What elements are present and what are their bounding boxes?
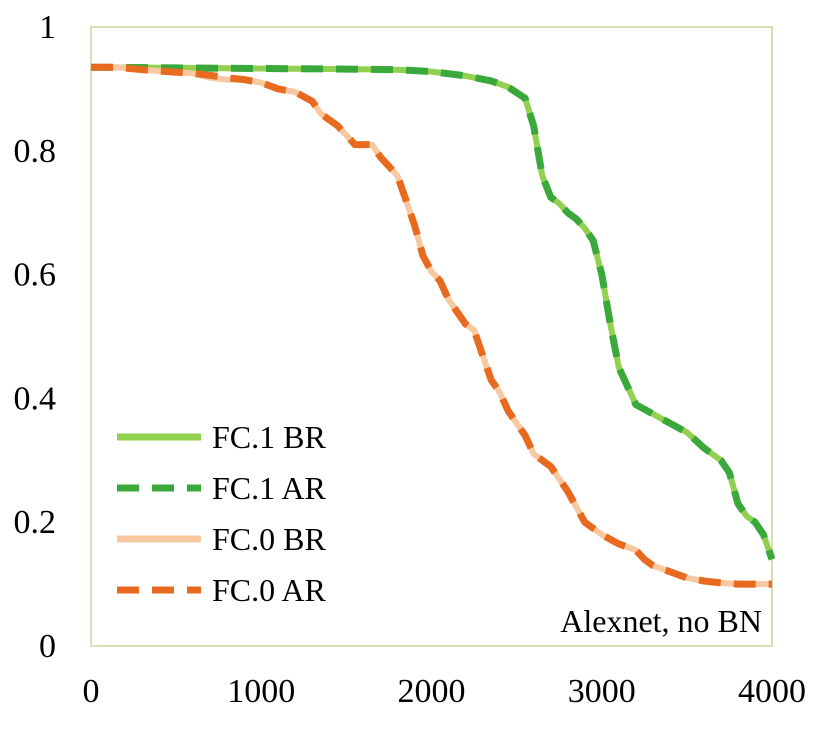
plot-area [90, 26, 773, 647]
legend-label: FC.0 BR [212, 521, 326, 557]
x-tick-label: 1000 [227, 673, 295, 710]
legend-label: FC.1 AR [212, 470, 326, 506]
legend-label: FC.0 AR [212, 572, 326, 608]
y-tick-label: 0.4 [14, 380, 57, 417]
x-axis-ticks: 0 1000 2000 3000 4000 [83, 673, 807, 710]
x-tick-label: 3000 [568, 673, 636, 710]
x-tick-label: 4000 [738, 673, 806, 710]
x-tick-label: 0 [83, 673, 100, 710]
series-line-fc-0-ar [91, 63, 772, 588]
x-tick-label: 2000 [398, 673, 466, 710]
legend-label: FC.1 BR [212, 419, 326, 455]
y-axis-ticks: 0 0.2 0.4 0.6 0.8 1 [14, 9, 57, 665]
legend: FC.1 BR FC.1 AR FC.0 BR FC.0 AR [117, 419, 326, 608]
y-tick-label: 0.2 [14, 504, 57, 541]
y-tick-label: 0 [39, 628, 56, 665]
chart-annotation: Alexnet, no BN [560, 603, 762, 639]
y-tick-label: 1 [39, 9, 56, 46]
series-lines [90, 63, 776, 588]
y-tick-label: 0.6 [14, 257, 57, 294]
y-tick-label: 0.8 [14, 133, 57, 170]
series-line-fc-1-ar [90, 63, 776, 561]
